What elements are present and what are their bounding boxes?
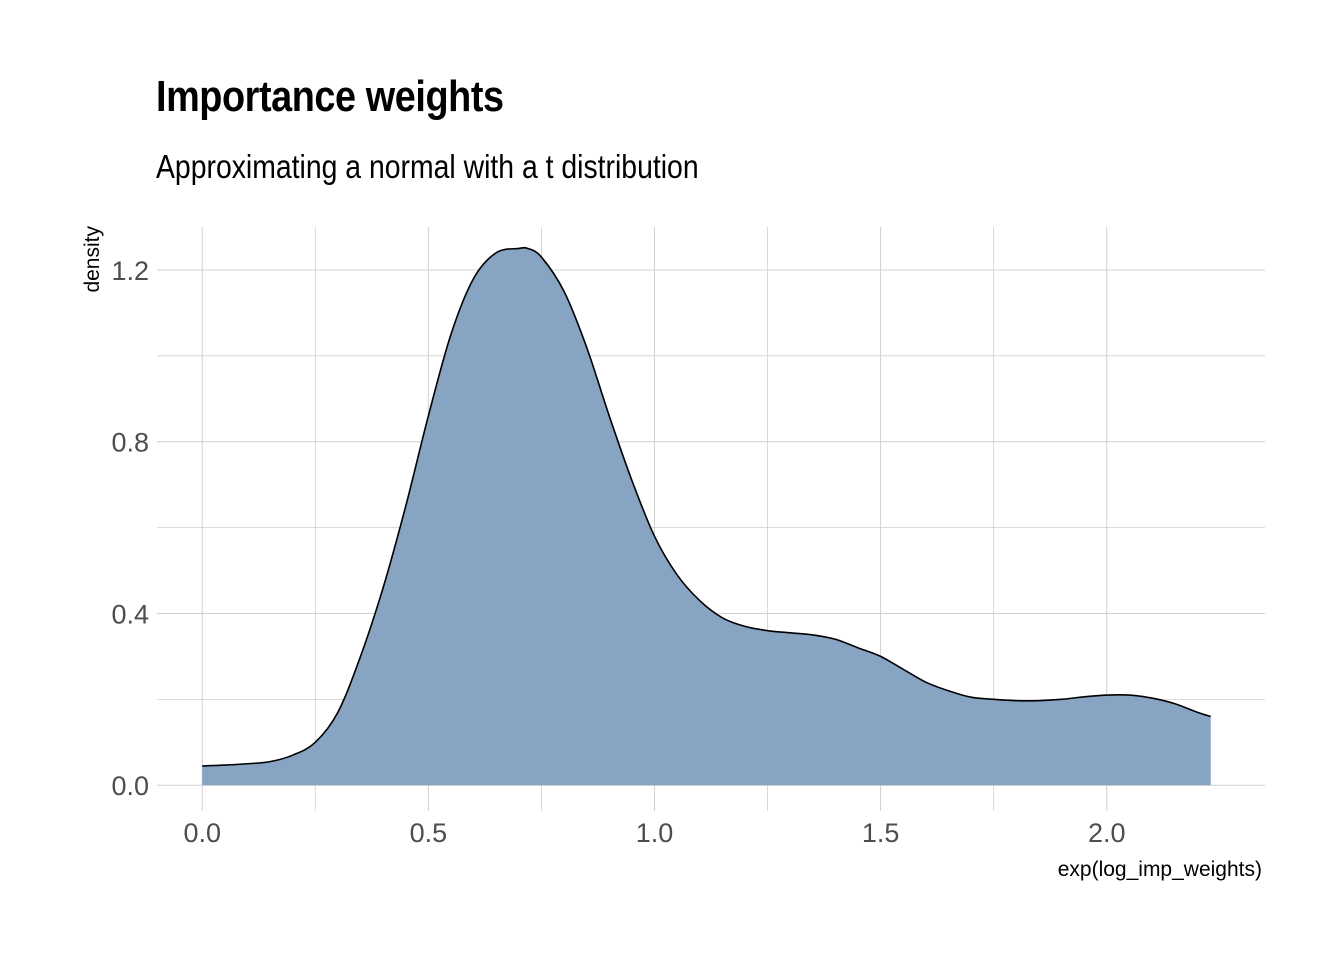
y-axis-ticks: 0.0 0.4 0.8 1.2 xyxy=(111,256,149,801)
y-axis-title: density xyxy=(81,226,104,293)
x-tick-label: 1.0 xyxy=(636,818,674,848)
chart-subtitle: Approximating a normal with a t distribu… xyxy=(156,148,699,185)
density-fill xyxy=(202,247,1211,786)
density-area xyxy=(202,246,1211,786)
chart-title: Importance weights xyxy=(156,72,504,121)
x-axis-title: exp(log_imp_weights) xyxy=(1058,858,1262,881)
y-tick-label: 0.0 xyxy=(111,771,149,801)
y-tick-label: 1.2 xyxy=(111,256,149,286)
y-tick-label: 0.4 xyxy=(111,599,149,629)
x-tick-label: 0.5 xyxy=(410,818,448,848)
x-tick-label: 0.0 xyxy=(183,818,221,848)
y-tick-label: 0.8 xyxy=(111,428,149,458)
x-axis-ticks: 0.0 0.5 1.0 1.5 2.0 xyxy=(183,818,1125,848)
density-outline xyxy=(202,246,1211,767)
x-tick-label: 2.0 xyxy=(1088,818,1126,848)
x-tick-label: 1.5 xyxy=(862,818,900,848)
